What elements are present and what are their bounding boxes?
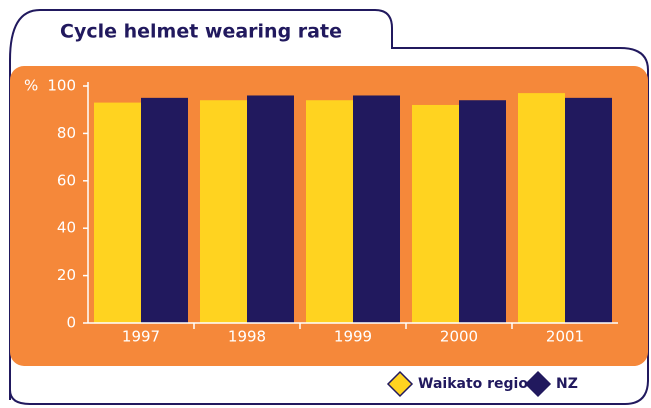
y-tick-label: 20 — [57, 266, 76, 284]
legend-swatch — [386, 370, 414, 398]
bar — [518, 93, 565, 323]
y-tick-label: 100 — [47, 77, 76, 95]
bar — [412, 104, 459, 324]
y-tick-label: 80 — [57, 124, 76, 142]
bar — [565, 97, 612, 323]
legend-label: Waikato region — [418, 376, 538, 392]
y-tick-label: 0 — [66, 314, 76, 332]
legend-swatch — [524, 370, 552, 398]
chart-title: Cycle helmet wearing rate — [60, 21, 342, 43]
bar — [141, 97, 188, 323]
bar — [353, 95, 400, 323]
y-tick-label: 60 — [57, 171, 76, 189]
x-tick-label: 2000 — [440, 328, 478, 346]
x-tick-label: 1999 — [334, 328, 372, 346]
y-axis-label: % — [24, 77, 38, 95]
bar — [306, 100, 353, 323]
legend-label: NZ — [556, 376, 578, 392]
y-tick-label: 40 — [57, 219, 76, 237]
bar — [200, 100, 247, 323]
x-tick-label: 2001 — [546, 328, 584, 346]
bar — [94, 102, 141, 323]
bar — [247, 95, 294, 323]
x-tick-label: 1997 — [122, 328, 160, 346]
bar — [459, 100, 506, 323]
x-tick-label: 1998 — [228, 328, 266, 346]
